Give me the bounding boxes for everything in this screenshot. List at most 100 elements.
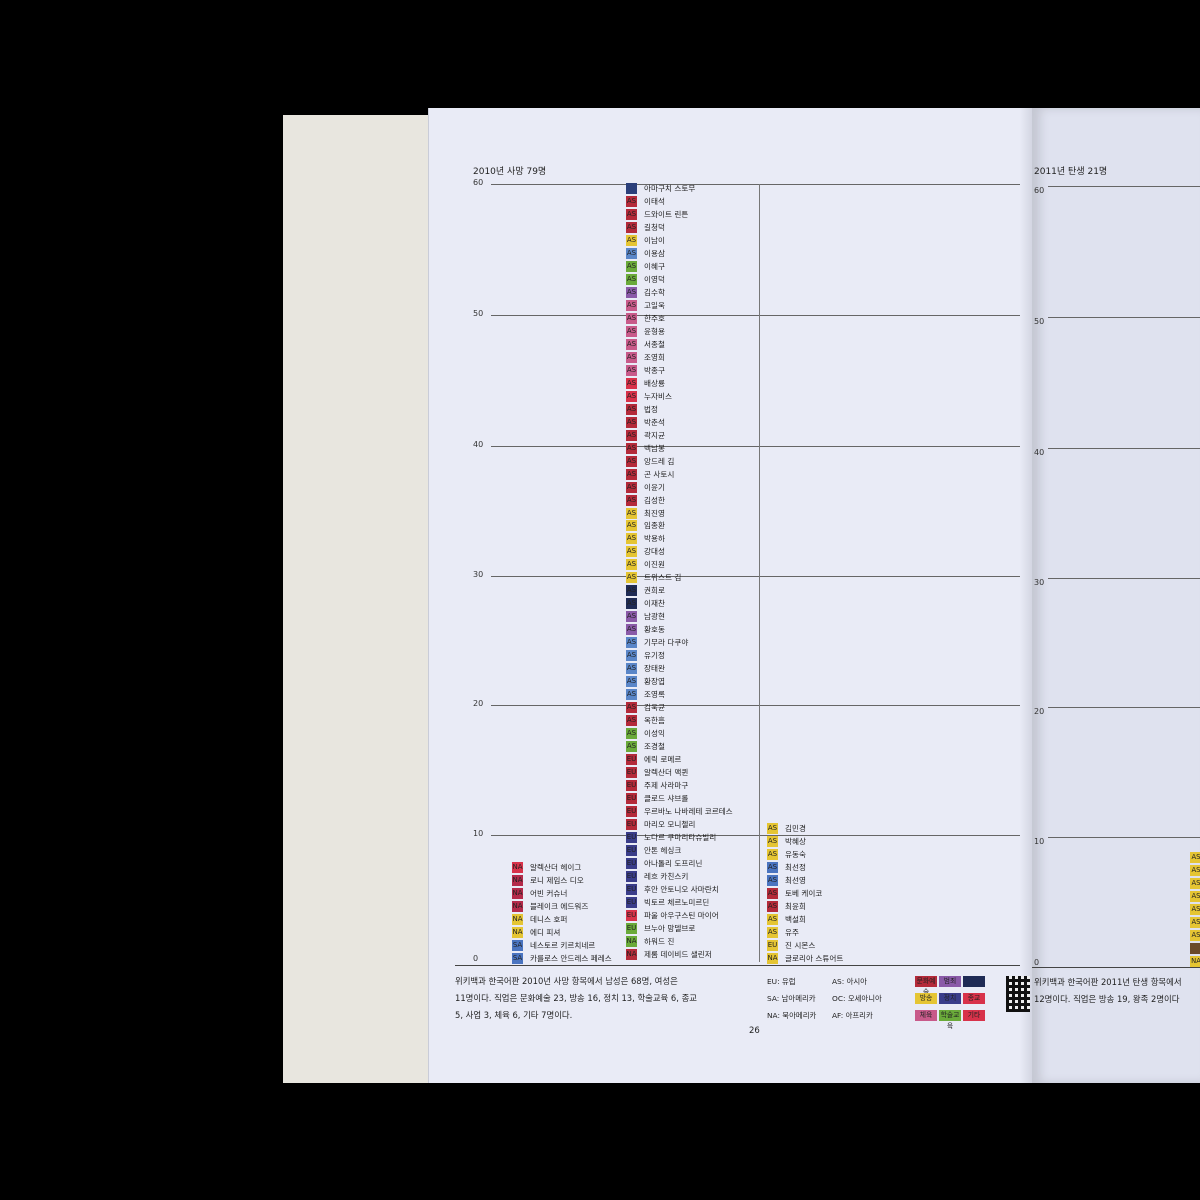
col2-entry: AS 이영덕	[626, 273, 665, 285]
person-name: 마리오 모니첼리	[644, 820, 696, 830]
col2-entry: AS 백남봉	[626, 442, 665, 454]
region-tag: AS	[626, 572, 637, 584]
person-name: 황호동	[644, 625, 665, 635]
person-name: 조영록	[644, 690, 665, 700]
col2-entry: AS 이성익	[626, 728, 665, 740]
col2-entry: EU 마리오 모니첼리	[626, 819, 696, 831]
person-name: 하워드 진	[644, 936, 675, 946]
person-name: 이윤기	[644, 482, 665, 492]
person-name: 어빈 커슈너	[530, 889, 568, 898]
person-name: 서종철	[644, 339, 665, 349]
grid-line	[1048, 578, 1200, 579]
person-name: 백설희	[785, 915, 806, 924]
col2-entry: AS 법정	[626, 403, 658, 415]
region-tag: AS	[626, 312, 637, 324]
region-tag: AS	[767, 875, 778, 886]
region-tag: AS	[626, 637, 637, 649]
person-name: 최진영	[644, 508, 665, 518]
person-name: 이남이	[644, 235, 665, 245]
col2-entry: AS 기무라 다쿠야	[626, 637, 689, 649]
grid-label: 30	[1034, 578, 1045, 587]
col2-entry: AS 앙드레 김	[626, 455, 674, 467]
person-name: 김욱균	[644, 703, 665, 713]
col2-entry: AS 이용삼	[626, 247, 665, 259]
person-name: 제롬 데이비드 샐린저	[644, 949, 712, 959]
col1-entry: NA 어빈 커슈너	[512, 888, 567, 899]
legend-code: AF: 아프리카	[832, 1011, 873, 1020]
col2-entry: EU 브누아 망델브로	[626, 922, 695, 934]
region-tag	[1190, 943, 1200, 954]
region-tag: EU	[626, 870, 637, 882]
region-tag: AS	[626, 195, 637, 207]
grid-line	[491, 446, 1039, 447]
region-tag: AS	[626, 585, 637, 597]
region-tag: EU	[626, 819, 637, 831]
region-tag: NA	[512, 862, 523, 873]
region-tag: AS	[1190, 930, 1200, 941]
region-tag: AS	[626, 299, 637, 311]
person-name: 블레이크 에드워즈	[530, 902, 589, 911]
legend-code: SA: 남아메리카	[767, 994, 816, 1003]
person-name: 기무라 다쿠야	[644, 638, 689, 648]
col2-entry: EU 알렉산더 맥퀸	[626, 767, 688, 779]
grid-label: 60	[1034, 186, 1045, 195]
col2-entry: AS 이혜구	[626, 260, 665, 272]
person-name: 파울 아우구스틴 마이어	[644, 910, 719, 920]
legend-code: AS: 아시아	[832, 977, 867, 986]
region-tag: AS	[626, 338, 637, 350]
region-tag: AS	[626, 247, 637, 259]
person-name: 백남봉	[644, 443, 665, 453]
category-tag: 범죄	[939, 976, 961, 987]
col2-entry: AS 장태완	[626, 663, 665, 675]
left-page: 2010년 사망 79명 60 50 40 30 20 10 0 아마구치 스토무 AS 이태석 AS…	[428, 108, 1039, 1083]
region-tag: NA	[767, 953, 778, 964]
region-tag: AS	[767, 849, 778, 860]
region-tag: AS	[626, 351, 637, 363]
grid-label: 40	[473, 440, 484, 449]
col1-entry: SA 카를로스 안드레스 페레스	[512, 953, 612, 964]
grid-label: 20	[473, 699, 484, 708]
grid-line	[491, 705, 1039, 706]
region-tag: AS	[626, 676, 637, 688]
col2-entry: EU 클로드 샤브롤	[626, 793, 688, 805]
region-tag: AS	[1190, 878, 1200, 889]
person-name: 알렉산더 헤이그	[530, 863, 582, 872]
person-name: 누자비스	[644, 391, 672, 401]
region-tag: NA	[512, 875, 523, 886]
col2-entry: AS 이재찬	[626, 598, 665, 610]
person-name: 주제 사라마구	[644, 781, 689, 791]
col3-entry: NA 글로리아 스튜어트	[767, 953, 843, 964]
category-tag: 종교	[963, 993, 985, 1004]
col3-entry: AS 최선정	[767, 862, 806, 873]
col2-entry: EU 에릭 로메르	[626, 754, 681, 766]
region-tag: AS	[626, 520, 637, 532]
person-name: 에디 피셔	[530, 928, 561, 937]
person-name: 장태완	[644, 664, 665, 674]
region-tag: AS	[1190, 917, 1200, 928]
grid-line	[1048, 448, 1200, 449]
col2-entry: AS 조영록	[626, 689, 665, 701]
person-name: 트위스트 김	[644, 573, 682, 583]
region-tag: AS	[626, 741, 637, 753]
region-tag: NA	[512, 901, 523, 912]
person-name: 유동숙	[785, 850, 806, 859]
col2-entry: AS 윤형용	[626, 325, 665, 337]
col2-entry: AS 이진원	[626, 559, 665, 571]
region-tag: EU	[626, 857, 637, 869]
grid-line	[1048, 837, 1200, 838]
col2-entry: 아마구치 스토무	[626, 183, 695, 194]
person-name: 박혜상	[785, 837, 806, 846]
region-tag: AS	[1190, 852, 1200, 863]
col2-entry: EU 우르바노 나바레테 코르테스	[626, 806, 733, 818]
region-tag: AS	[626, 689, 637, 701]
region-tag: SA	[512, 953, 523, 964]
region-tag: NA	[512, 914, 523, 925]
person-name: 안톤 헤싱크	[644, 845, 682, 855]
col2-entry: AS 고일욱	[626, 299, 665, 311]
grid-line	[1048, 186, 1200, 187]
col2-entry: AS 곽지균	[626, 429, 665, 441]
person-name: 김수학	[644, 287, 665, 297]
person-name: 한주호	[644, 313, 665, 323]
col2-entry: AS 박종구	[626, 364, 665, 376]
person-name: 이성익	[644, 729, 665, 739]
